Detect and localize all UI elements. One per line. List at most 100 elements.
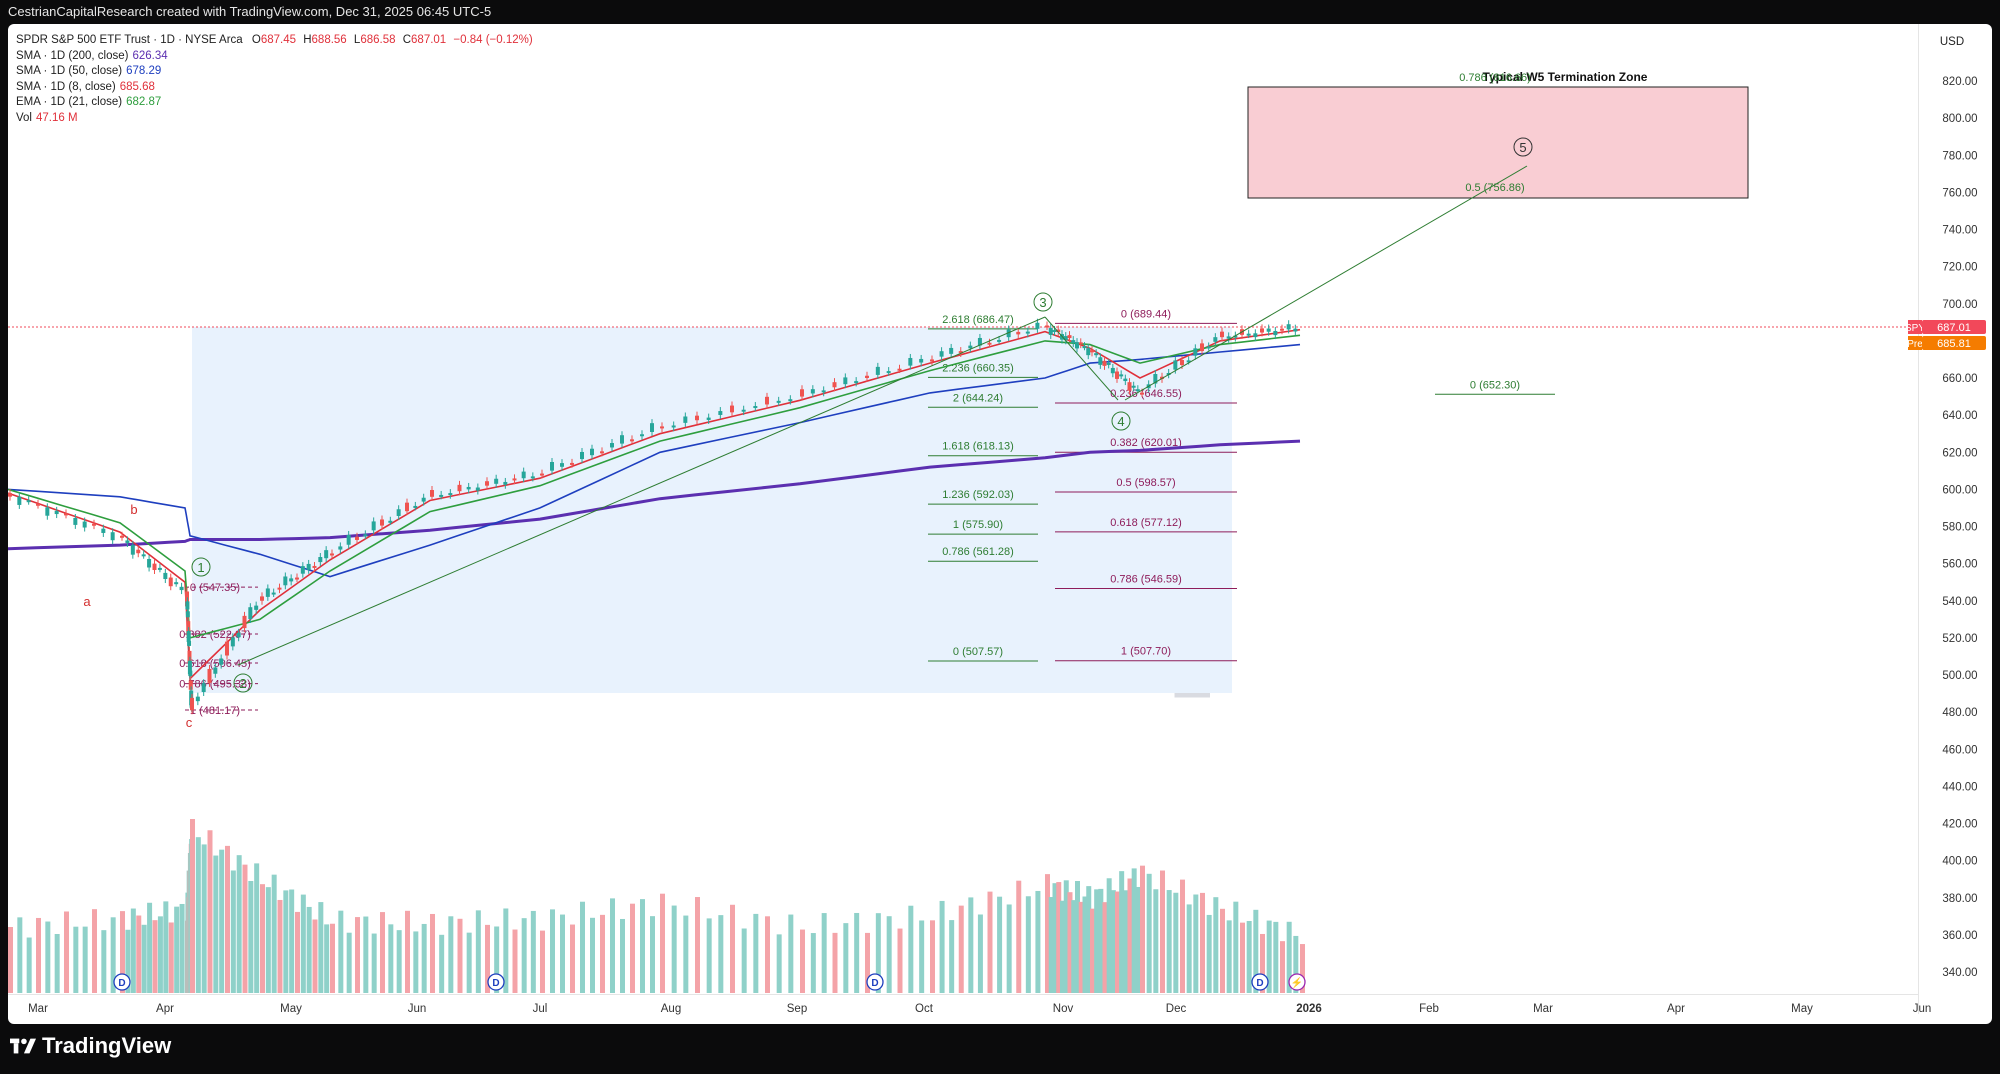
- x-tick-label: Aug: [661, 1003, 681, 1015]
- candle-body: [821, 390, 826, 393]
- volume-bar: [248, 880, 254, 993]
- legend-indicator-value: 626.34: [132, 49, 168, 62]
- candle-body: [260, 596, 264, 601]
- volume-bar: [1173, 892, 1179, 993]
- candle-body: [958, 351, 963, 354]
- candle-body: [1052, 330, 1057, 333]
- legend-low: L686.58: [353, 34, 396, 46]
- earnings-lightning-glyph: ⚡: [1291, 976, 1303, 989]
- candle-body: [405, 502, 409, 512]
- volume-bar: [457, 918, 463, 993]
- y-tick-label: 500.00: [1942, 670, 1977, 682]
- termination-zone-box: [1247, 86, 1749, 199]
- volume-bar: [1233, 901, 1239, 993]
- volume-bar: [242, 864, 248, 993]
- volume-bar: [503, 908, 509, 993]
- tradingview-logo: TradingView: [10, 1033, 171, 1059]
- volume-bar: [776, 934, 782, 993]
- candle-body: [919, 358, 924, 363]
- price-tag-label: Pre: [1907, 339, 1923, 350]
- y-tick-label: 820.00: [1942, 76, 1977, 88]
- fib-purple-label: 0.5 (598.57): [1116, 477, 1175, 489]
- candle-body: [1180, 359, 1184, 366]
- volume-bar: [706, 918, 712, 993]
- volume-bar: [485, 924, 490, 993]
- volume-bar: [190, 819, 195, 993]
- volume-bar: [821, 913, 827, 993]
- y-tick-label: 340.00: [1942, 967, 1977, 979]
- volume-bar: [1140, 865, 1145, 993]
- candle-body: [1094, 353, 1099, 356]
- dividend-marker-icon: [866, 973, 884, 991]
- candle-body: [207, 668, 212, 683]
- candle-body: [152, 563, 157, 571]
- candle-body: [1260, 328, 1264, 333]
- candle-body: [1226, 336, 1231, 339]
- x-tick-label: Mar: [1533, 1003, 1553, 1015]
- candle-body: [1119, 374, 1124, 377]
- candle-body: [1110, 367, 1115, 374]
- volume-bar: [1266, 920, 1272, 993]
- candle-body: [1140, 392, 1144, 395]
- volume-bar: [36, 917, 41, 993]
- candle-body: [242, 615, 247, 629]
- volume-bar: [101, 930, 107, 993]
- candle-body: [230, 637, 235, 647]
- volume-bar: [1110, 890, 1116, 993]
- legend-indicators: SMA · 1D (200, close) 626.34 SMA · 1D (50,…: [16, 49, 533, 127]
- candle-body: [225, 641, 229, 656]
- candle-body: [174, 582, 179, 585]
- volume-bar: [1115, 891, 1120, 993]
- y-axis-currency: USD: [1940, 36, 1964, 48]
- volume-bar: [908, 905, 914, 993]
- volume-bar: [540, 930, 545, 993]
- termination-zone-bottom-label: 0.5 (756.86): [1465, 182, 1524, 194]
- x-tick-label: Mar: [28, 1003, 48, 1015]
- volume-bar: [338, 910, 344, 993]
- candle-body: [439, 494, 444, 497]
- candle-body: [600, 451, 604, 454]
- volume-bar: [283, 890, 289, 993]
- volume-bar: [580, 901, 585, 993]
- wave-label-circle: [233, 673, 253, 693]
- volume-bar: [125, 929, 131, 993]
- y-tick-label: 600.00: [1942, 484, 1977, 496]
- candle-body: [1071, 340, 1076, 344]
- candle-body: [640, 434, 644, 437]
- candle-body: [1200, 343, 1204, 352]
- legend-open: O687.45: [251, 34, 297, 46]
- volume-bar: [1102, 902, 1108, 993]
- volume-bar: [277, 899, 283, 993]
- fib-purple-label: 0 (689.44): [1121, 308, 1171, 320]
- fib-early-label: 0.786 (495.33): [179, 679, 251, 691]
- candle-body: [190, 697, 194, 711]
- candle-body: [1166, 372, 1171, 375]
- volume-bar: [1246, 920, 1252, 993]
- volume-bar: [919, 920, 925, 993]
- volume-bar: [1025, 896, 1031, 993]
- termination-zone-top-label: 0.786 (816.66): [1459, 72, 1531, 84]
- volume-bar: [254, 863, 260, 993]
- price-tag-bg: [1922, 320, 1986, 334]
- volume-bar: [930, 920, 935, 993]
- y-tick-label: 520.00: [1942, 633, 1977, 645]
- candle-body: [168, 577, 173, 587]
- x-tick-label: Jul: [533, 1003, 548, 1015]
- volume-bar: [810, 933, 816, 993]
- volume-bar: [130, 908, 136, 993]
- volume-bar: [82, 926, 88, 993]
- volume-bar: [355, 917, 360, 993]
- candle-body: [371, 521, 376, 531]
- volume-bar: [448, 916, 454, 993]
- candle-body: [271, 592, 276, 595]
- volume-bar: [949, 920, 955, 993]
- volume-bar: [958, 905, 964, 993]
- volume-bar: [260, 884, 265, 993]
- candle-body: [718, 411, 723, 415]
- candle-body: [930, 359, 934, 362]
- legend-indicator-row: Vol 47.16 M: [16, 111, 533, 127]
- volume-bar: [730, 904, 735, 993]
- candle-body: [45, 507, 50, 516]
- price-tag-label-bg: [1908, 320, 1922, 334]
